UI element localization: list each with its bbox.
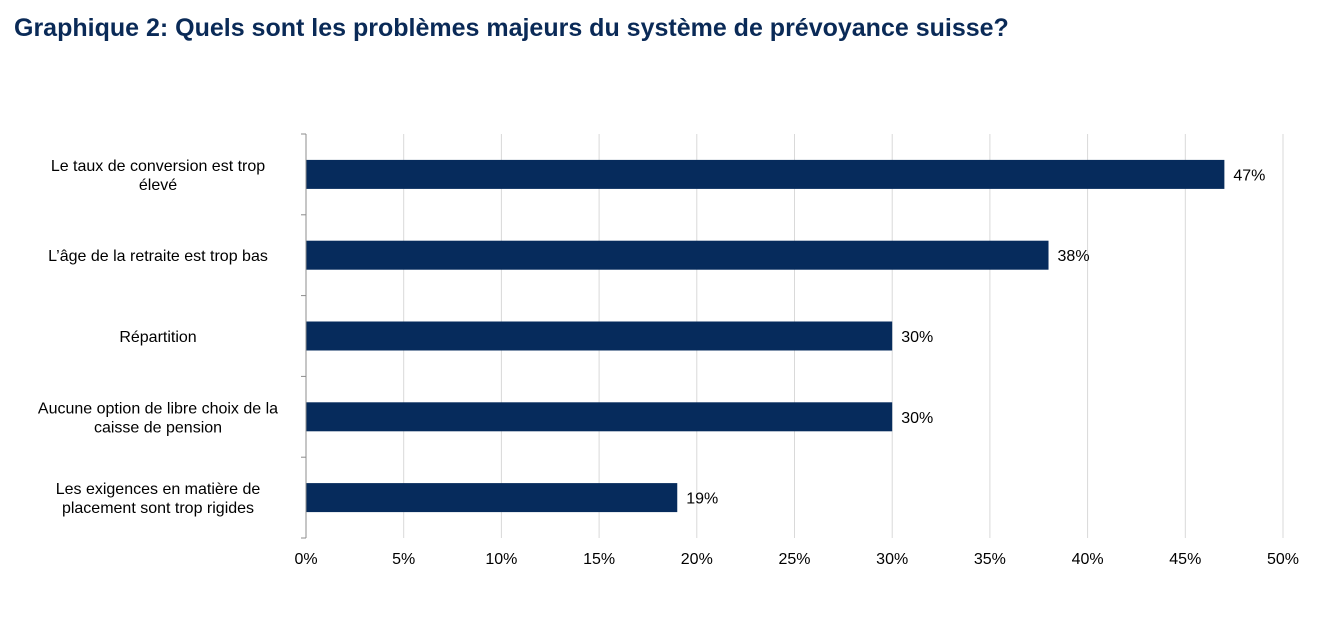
x-tick-label: 5% <box>392 551 415 568</box>
bars <box>306 159 1225 513</box>
chart-title: Graphique 2: Quels sont les problèmes ma… <box>14 14 1009 42</box>
category-label: L’âge de la retraite est trop bas <box>48 248 268 265</box>
category-label-line: Aucune option de libre choix de la <box>38 400 278 417</box>
data-label: 47% <box>1233 167 1265 184</box>
x-tick-label: 25% <box>778 551 810 568</box>
category-label-line: Le taux de conversion est trop <box>51 158 265 175</box>
category-label-line: placement sont trop rigides <box>62 500 254 517</box>
category-label-line: Répartition <box>119 329 196 346</box>
x-tick-label: 45% <box>1169 551 1201 568</box>
data-label: 38% <box>1058 248 1090 265</box>
x-tick-label: 35% <box>974 551 1006 568</box>
category-label: Répartition <box>119 329 196 346</box>
axes <box>301 133 307 539</box>
x-tick-label: 40% <box>1072 551 1104 568</box>
data-label: 30% <box>901 410 933 427</box>
category-label-line: élevé <box>139 177 177 194</box>
x-tick-label: 50% <box>1267 551 1299 568</box>
bar <box>306 240 1049 270</box>
data-label: 30% <box>901 329 933 346</box>
data-label: 19% <box>686 491 718 508</box>
x-tick-label: 20% <box>681 551 713 568</box>
bar <box>306 321 893 351</box>
category-label: Aucune option de libre choix de la caisse… <box>38 400 278 436</box>
category-label-line: L’âge de la retraite est trop bas <box>48 248 268 265</box>
category-label: Les exigences en matière de placement son… <box>56 481 261 517</box>
category-label-line: Les exigences en matière de <box>56 481 261 498</box>
x-tick-label: 30% <box>876 551 908 568</box>
labels: 0% 5% 10% 15% 20% 25% 30% 35% 40% 45% 50% 47% Le tau… <box>38 158 1299 568</box>
x-tick-label: 0% <box>294 551 317 568</box>
x-tick-label: 10% <box>485 551 517 568</box>
bar <box>306 159 1225 189</box>
category-label: Le taux de conversion est trop élevé <box>51 158 265 194</box>
x-tick-label: 15% <box>583 551 615 568</box>
category-label-line: caisse de pension <box>94 419 222 436</box>
bar <box>306 483 678 513</box>
bar <box>306 402 893 432</box>
